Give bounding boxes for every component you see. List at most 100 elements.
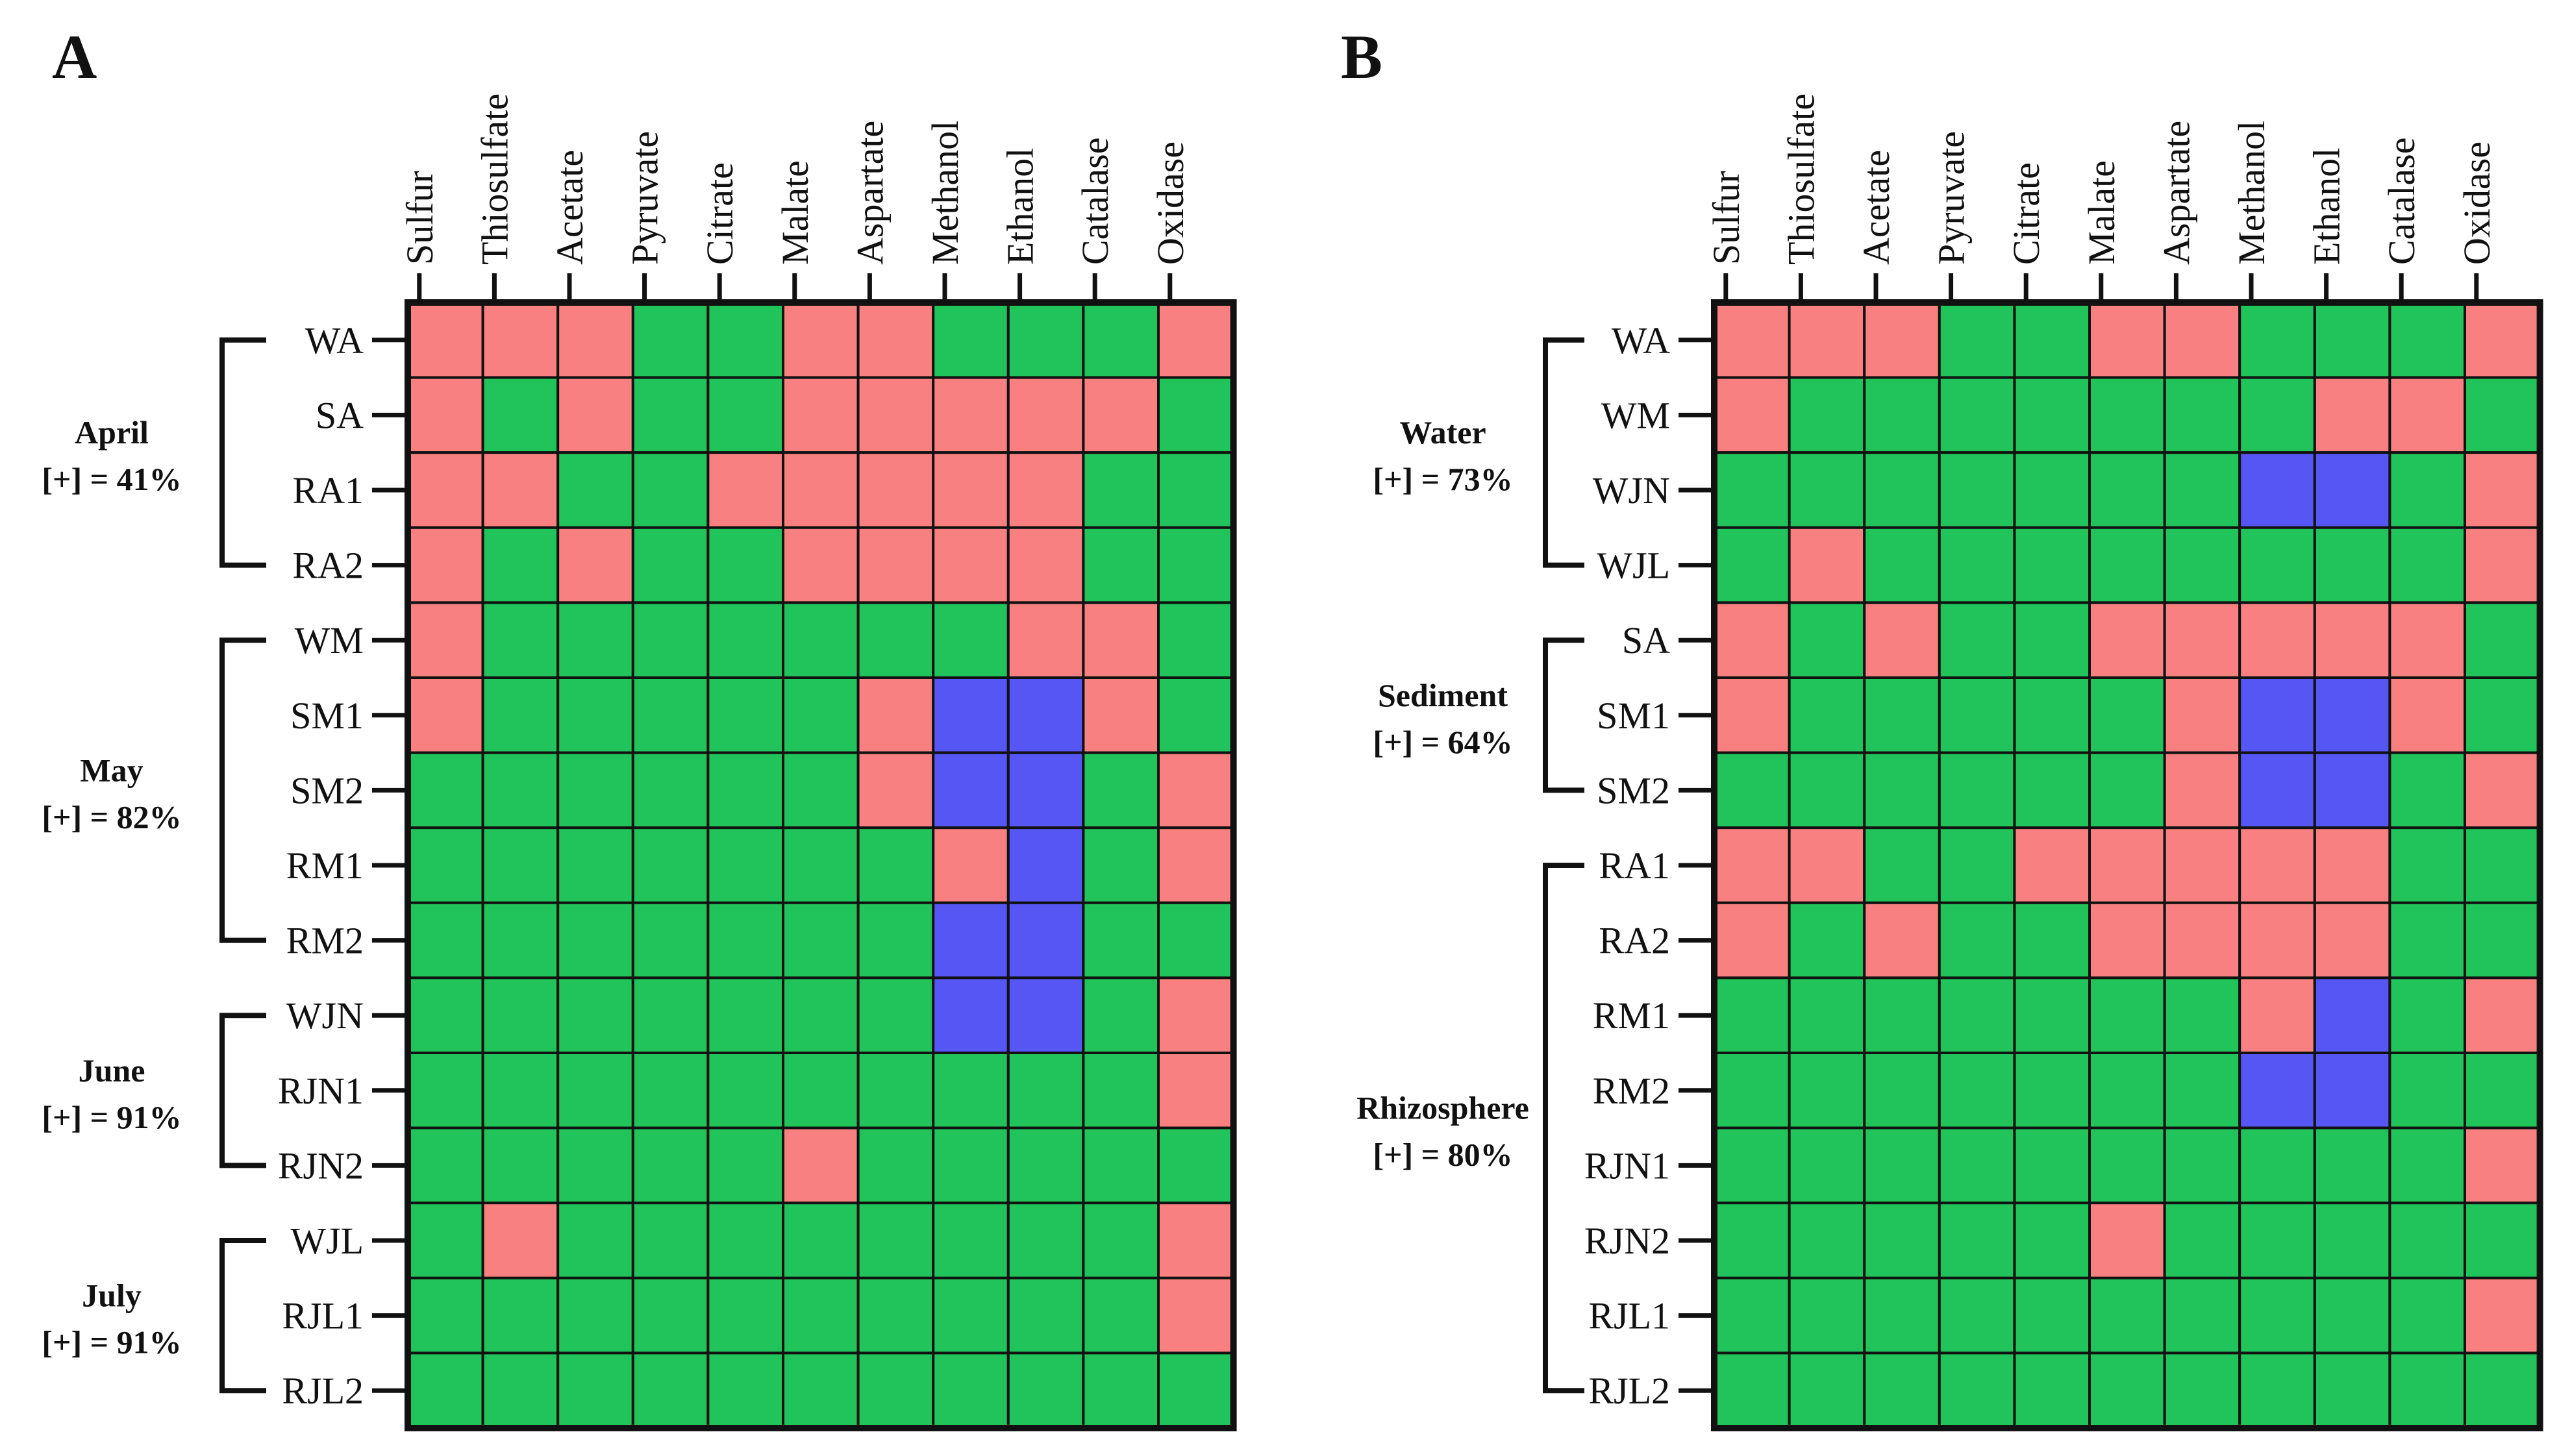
heatmap-cell — [1157, 1351, 1235, 1429]
heatmap-cell — [406, 301, 484, 379]
group-bracket — [1543, 637, 1584, 793]
heatmap-cell — [782, 976, 860, 1055]
group-stat: [+] = 91% — [42, 1324, 181, 1361]
heatmap-cell — [932, 751, 1010, 830]
heatmap-cell — [706, 526, 785, 604]
column-label: Acetate — [549, 150, 591, 265]
heatmap-cell — [1006, 676, 1085, 754]
heatmap-cell — [2238, 1202, 2316, 1279]
heatmap-cell — [1082, 601, 1160, 680]
heatmap-cell — [1863, 1276, 1941, 1355]
heatmap-cell — [2464, 451, 2541, 529]
heatmap-cell — [2388, 676, 2466, 754]
heatmap-cell — [2163, 1202, 2241, 1279]
heatmap-cell — [2088, 601, 2166, 680]
column-label: Acetate — [1855, 150, 1897, 265]
heatmap-cell — [2388, 1126, 2466, 1205]
heatmap-cell — [2238, 376, 2316, 454]
heatmap-cell — [1006, 526, 1085, 604]
heatmap-cell — [706, 1276, 785, 1355]
heatmap-cell — [2088, 1276, 2166, 1355]
heatmap-cell — [782, 1052, 860, 1129]
heatmap-cell — [1713, 826, 1791, 904]
heatmap-cell — [631, 1276, 710, 1355]
heatmap-cell — [631, 1126, 710, 1205]
heatmap-cell — [406, 676, 484, 754]
heatmap-cell — [1157, 526, 1235, 604]
row-label: RA1 — [292, 469, 364, 512]
heatmap-cell — [2464, 601, 2541, 680]
heatmap-cell — [1713, 601, 1791, 680]
row-label: SA — [316, 394, 364, 436]
heatmap-cell — [1863, 601, 1941, 680]
column-label: Aspartate — [2155, 121, 2197, 265]
heatmap-cell — [1863, 376, 1941, 454]
row-label: RM2 — [1593, 1070, 1670, 1112]
group-name: Water — [1399, 414, 1486, 450]
heatmap-cell — [1006, 1052, 1085, 1129]
column-label: Ethanol — [999, 148, 1042, 265]
heatmap-cell — [2088, 1052, 2166, 1129]
heatmap-cell — [1006, 376, 1085, 454]
heatmap-cell — [1713, 1202, 1791, 1279]
heatmap-frame — [405, 299, 1237, 1431]
row-label: WJN — [286, 994, 364, 1037]
heatmap-cell — [2464, 976, 2541, 1055]
heatmap-cell — [1788, 451, 1866, 529]
heatmap-cell — [1788, 826, 1866, 904]
heatmap-cell — [2464, 676, 2541, 754]
heatmap-cell — [2163, 526, 2241, 604]
heatmap-cell — [2464, 901, 2541, 980]
heatmap-cell — [481, 301, 560, 379]
heatmap-cell — [1082, 1276, 1160, 1355]
heatmap-cell — [406, 376, 484, 454]
heatmap-cell — [2163, 451, 2241, 529]
heatmap-cell — [556, 1052, 634, 1129]
heatmap-cell — [1006, 1351, 1085, 1429]
heatmap-cell — [1863, 1202, 1941, 1279]
row-label: SM1 — [290, 695, 364, 737]
row-label: WM — [1601, 394, 1670, 436]
heatmap-cell — [406, 976, 484, 1055]
heatmap-cell — [932, 1052, 1010, 1129]
column-label: Malate — [2080, 160, 2123, 265]
group-stat: [+] = 64% — [1373, 724, 1512, 760]
heatmap-cell — [1713, 301, 1791, 379]
heatmap-cell — [1713, 976, 1791, 1055]
heatmap-cell — [2313, 526, 2391, 604]
heatmap-cell — [2464, 526, 2541, 604]
heatmap-cell — [1157, 376, 1235, 454]
column-label: Ethanol — [2306, 148, 2348, 265]
heatmap-cell — [1713, 1126, 1791, 1205]
heatmap-cell — [556, 676, 634, 754]
heatmap-cell — [1006, 1276, 1085, 1355]
heatmap-cell — [556, 526, 634, 604]
column-label: Pyruvate — [1930, 131, 1973, 265]
panel-b: B Sulfur Thiosulfate Acetate Pyruvate Citrate… — [1341, 22, 2543, 1431]
heatmap-cell — [1157, 826, 1235, 904]
heatmap-cell — [2388, 526, 2466, 604]
column-label: Pyruvate — [624, 131, 666, 265]
row-label: RM1 — [1593, 994, 1670, 1037]
heatmap-cell — [706, 301, 785, 379]
heatmap-cell — [2313, 676, 2391, 754]
heatmap-cell — [2238, 751, 2316, 830]
row-label: RJN1 — [1584, 1144, 1670, 1187]
heatmap-cell — [1157, 676, 1235, 754]
heatmap-cell — [2013, 676, 2091, 754]
row-label: SA — [1622, 619, 1670, 661]
heatmap-cell — [2238, 676, 2316, 754]
heatmap-cell — [556, 976, 634, 1055]
heatmap-cell — [856, 376, 935, 454]
heatmap-cell — [782, 826, 860, 904]
heatmap-cell — [1863, 1052, 1941, 1129]
row-label: RA2 — [1599, 920, 1670, 962]
heatmap-cell — [2013, 751, 2091, 830]
group-name: April — [75, 414, 149, 450]
heatmap-cell — [782, 1126, 860, 1205]
heatmap-cell — [2464, 301, 2541, 379]
group-name: May — [80, 752, 143, 788]
heatmap-cell — [932, 1351, 1010, 1429]
heatmap-cell — [1788, 1052, 1866, 1129]
